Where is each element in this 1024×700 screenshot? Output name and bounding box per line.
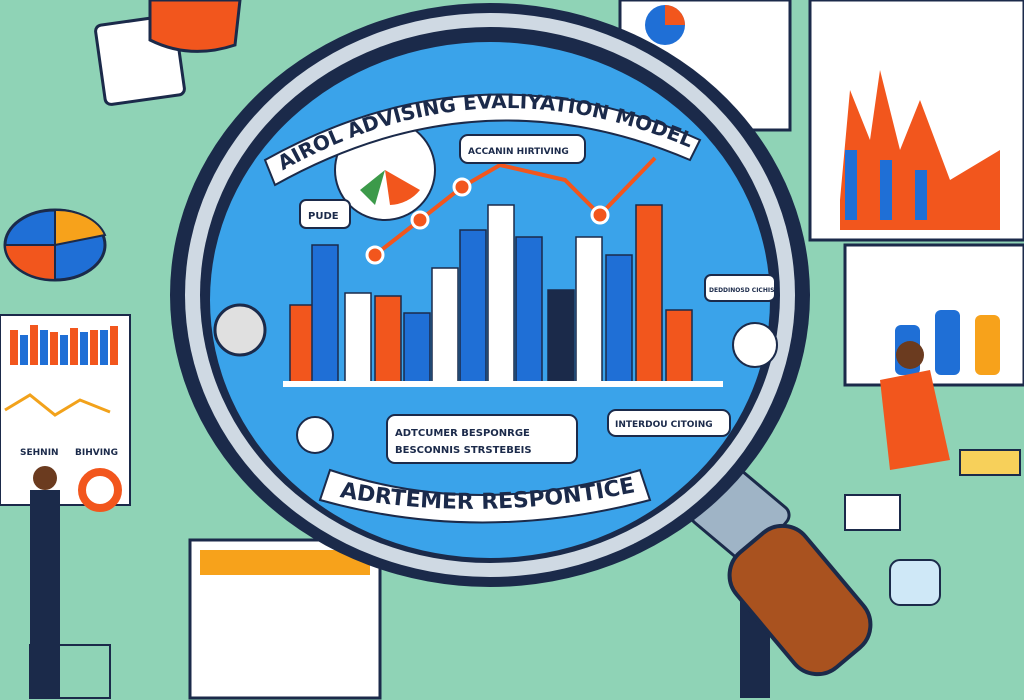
bubble-center-text-1: ADTCUMER BESPONRGE [395,428,530,439]
lens-bar [635,204,663,384]
lens-bars [289,204,693,384]
left-panel-label: BIHVING [75,448,118,458]
lens-bar [459,229,487,384]
lens-bar [311,244,339,384]
left-decorations: SEHNIN BIHVING [0,0,382,700]
lens-bar [575,236,603,384]
lens-bar [605,254,633,384]
lens-bar [374,295,402,384]
lens-bar [431,267,459,384]
lens-bar [403,312,431,384]
lens-bar [487,204,515,384]
bubble-right-small-text: DEDDINOSD CICHISD [709,287,779,294]
bubble-right-text: INTERDOU CITOING [615,420,713,430]
magnifier-lens [170,3,810,587]
lens-bar [665,309,693,384]
bubble-top-text: ACCANIN HIRTIVING [468,147,569,157]
lens-bar [547,289,575,384]
lens-bar [344,292,372,384]
left-panel-label: SEHNIN [20,448,59,458]
lens-bar [515,236,543,384]
bubble-left-text: PUDE [308,211,339,222]
bubble-center-text-2: BESCONNIS STRSTEBEIS [395,445,532,456]
